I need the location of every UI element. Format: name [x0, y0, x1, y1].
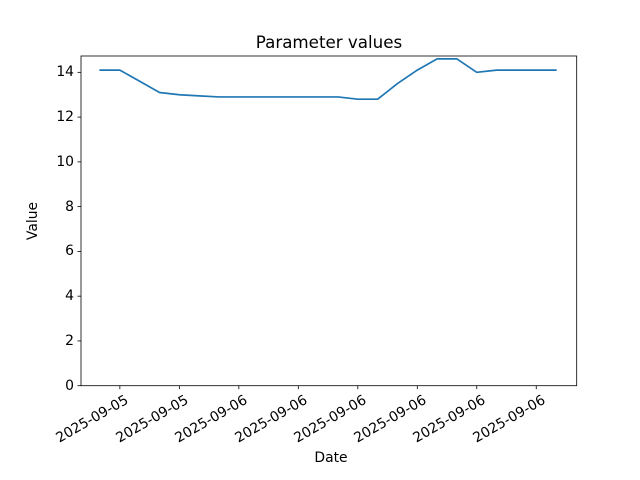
axes-spines [80, 55, 578, 387]
y-tick-label: 12 [56, 109, 74, 126]
y-tick-label: 2 [65, 332, 74, 349]
x-axis-label: Date [314, 450, 348, 466]
y-tick-label: 4 [65, 288, 74, 305]
data-line [99, 58, 557, 101]
y-tick-label: 8 [65, 198, 74, 215]
chart-title: Parameter values [255, 32, 403, 52]
y-tick-label: 0 [65, 377, 74, 394]
y-tick-label: 6 [65, 243, 74, 260]
y-tick-label: 10 [56, 153, 74, 170]
y-tick-label: 14 [56, 64, 74, 81]
